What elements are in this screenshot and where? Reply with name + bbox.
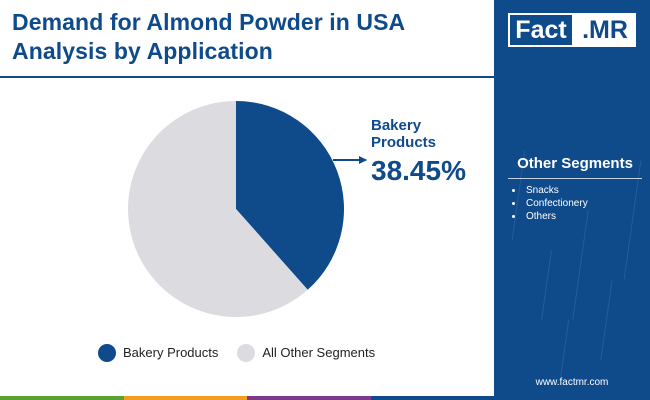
bakery-callout-value: 38.45% xyxy=(371,155,466,186)
legend-label-bakery: Bakery Products xyxy=(123,345,219,360)
other-segment-label: Others xyxy=(526,211,557,222)
pie-chart xyxy=(128,101,367,317)
title-line-2: Analysis by Application xyxy=(12,38,273,64)
title-line-1: Demand for Almond Powder in USA xyxy=(12,9,406,35)
legend-swatch-bakery xyxy=(98,344,116,362)
title-divider xyxy=(0,76,494,78)
bottom-bar-blue xyxy=(370,396,494,400)
bullet-icon xyxy=(512,189,515,192)
chart-legend: Bakery Products All Other Segments xyxy=(98,343,394,363)
other-segments-title: Other Segments xyxy=(517,155,633,172)
logo-fact-part: Fact xyxy=(508,13,574,47)
pie-slice-all-other-segments xyxy=(128,101,308,317)
pie-slices xyxy=(128,101,345,317)
logo-mr-part: .MR xyxy=(574,13,636,47)
other-segment-label: Snacks xyxy=(526,185,559,196)
other-segment-item: Confectionery xyxy=(512,197,588,210)
website-url: www.factmr.com xyxy=(535,377,609,388)
side-panel xyxy=(494,0,650,400)
legend-swatch-other xyxy=(237,344,256,362)
factmr-logo: Fact .MR xyxy=(508,13,636,47)
legend-item-bakery: Bakery Products xyxy=(98,344,218,362)
other-segments-rule xyxy=(508,178,642,179)
pie-slice-bakery-products xyxy=(236,101,345,290)
chart-title: Demand for Almond Powder in USA Analysis… xyxy=(12,8,482,66)
bullet-icon xyxy=(512,202,515,205)
legend-item-other: All Other Segments xyxy=(237,344,375,362)
bottom-bar-orange xyxy=(123,396,247,400)
other-segment-label: Confectionery xyxy=(526,198,588,209)
bottom-color-bar xyxy=(0,396,494,400)
bottom-bar-green xyxy=(0,396,124,400)
bullet-icon xyxy=(512,215,515,218)
bakery-callout-label: Bakery Products xyxy=(371,117,437,151)
other-segment-item: Snacks xyxy=(512,184,588,197)
legend-label-other: All Other Segments xyxy=(262,345,376,360)
bottom-bar-purple xyxy=(247,396,371,400)
other-segment-item: Others xyxy=(512,210,588,223)
other-segments-list: Snacks Confectionery Others xyxy=(512,184,588,223)
